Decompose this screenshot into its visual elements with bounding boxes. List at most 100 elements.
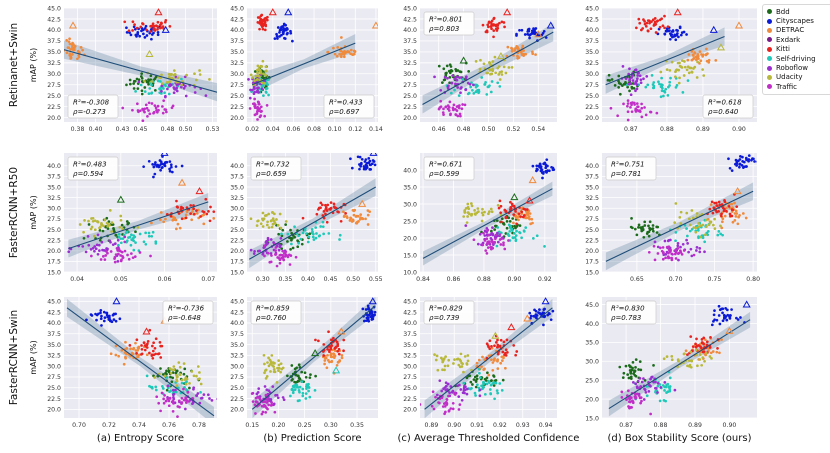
point-detrac <box>477 358 481 362</box>
rho-value: ρ=0.697 <box>329 108 360 116</box>
point-detrac <box>695 58 698 62</box>
legend-label: Traffic <box>776 82 798 91</box>
point-bdd <box>171 376 175 380</box>
point-kitti <box>646 19 650 22</box>
point-bdd <box>304 375 308 379</box>
point-self-driving <box>716 233 720 237</box>
point-cityscapes <box>359 161 363 165</box>
point-self-driving <box>717 230 721 233</box>
point-traffic <box>177 399 181 403</box>
point-udacity <box>273 222 277 225</box>
y-tick-label: 20.0 <box>403 115 417 122</box>
point-detrac <box>491 368 495 372</box>
point-bdd <box>106 227 110 230</box>
point-bdd <box>143 86 147 89</box>
point-roboflow <box>463 388 467 392</box>
point-udacity <box>167 72 171 76</box>
triangle-bdd <box>510 192 519 201</box>
point-roboflow <box>274 394 277 397</box>
point-bdd <box>634 374 638 378</box>
y-tick-label: 20.0 <box>585 248 599 255</box>
point-roboflow <box>204 94 208 97</box>
point-cityscapes <box>713 318 716 322</box>
point-cityscapes <box>103 316 107 319</box>
point-kitti <box>486 23 490 27</box>
point-roboflow <box>442 387 445 391</box>
point-self-driving <box>462 381 466 385</box>
point-bdd <box>98 228 102 232</box>
point-self-driving <box>132 248 136 252</box>
point-bdd <box>140 72 144 75</box>
point-traffic <box>485 237 489 241</box>
point-traffic <box>256 401 259 404</box>
point-detrac <box>527 215 531 218</box>
point-cityscapes <box>534 27 538 30</box>
point-roboflow <box>111 243 115 247</box>
point-bdd <box>444 71 448 75</box>
point-kitti <box>730 208 734 211</box>
point-self-driving <box>480 384 483 388</box>
point-self-driving <box>264 91 268 94</box>
point-bdd <box>297 374 300 378</box>
point-roboflow <box>449 385 453 388</box>
y-tick-label: 37.5 <box>230 38 244 45</box>
point-detrac <box>185 210 189 214</box>
point-detrac <box>352 213 356 217</box>
point-detrac <box>705 47 708 51</box>
point-roboflow <box>642 77 645 81</box>
point-roboflow <box>656 245 660 249</box>
point-udacity <box>712 223 715 227</box>
y-axis-label: mAP (%) <box>29 340 38 374</box>
point-udacity <box>466 359 470 363</box>
point-bdd <box>624 364 628 368</box>
point-kitti <box>156 27 159 31</box>
point-roboflow <box>93 249 96 253</box>
point-detrac <box>137 347 140 350</box>
point-udacity <box>275 380 279 384</box>
point-self-driving <box>293 225 296 229</box>
point-traffic <box>104 254 108 257</box>
point-bdd <box>629 225 633 229</box>
point-udacity <box>175 379 179 383</box>
point-udacity <box>680 59 684 63</box>
point-kitti <box>649 27 653 31</box>
legend-item-traffic: Traffic <box>767 82 830 91</box>
point-detrac <box>345 215 349 218</box>
point-cityscapes <box>159 168 162 172</box>
point-self-driving <box>265 81 268 85</box>
point-bdd <box>474 385 478 389</box>
point-kitti <box>643 22 647 26</box>
annotation-box <box>67 156 119 181</box>
point-self-driving <box>703 240 707 244</box>
point-detrac <box>733 201 736 205</box>
point-bdd <box>170 380 174 384</box>
point-udacity <box>277 369 280 372</box>
point-self-driving <box>134 90 137 93</box>
point-detrac <box>720 338 723 341</box>
point-self-driving <box>651 86 655 90</box>
point-roboflow <box>443 75 447 79</box>
row-label: FasterRCNN+Swin <box>8 310 20 405</box>
point-detrac <box>323 362 326 366</box>
point-kitti <box>493 344 496 348</box>
point-kitti <box>494 24 498 28</box>
point-self-driving <box>685 227 688 230</box>
point-kitti <box>151 344 154 348</box>
point-detrac <box>731 220 735 224</box>
point-kitti <box>717 200 721 204</box>
point-kitti <box>524 208 527 211</box>
point-detrac <box>738 214 741 217</box>
point-traffic <box>628 400 631 404</box>
y-tick-label: 22.5 <box>47 396 61 403</box>
y-tick-label: 30.0 <box>47 71 61 78</box>
point-self-driving <box>507 223 511 227</box>
point-roboflow <box>634 89 637 93</box>
point-udacity <box>168 367 172 370</box>
triangle-kitti <box>507 323 516 331</box>
point-bdd <box>297 363 301 367</box>
point-cityscapes <box>114 312 117 316</box>
point-udacity <box>106 223 110 226</box>
triangle-cityscapes <box>742 300 751 308</box>
point-detrac <box>68 42 72 46</box>
point-cityscapes <box>105 313 109 317</box>
